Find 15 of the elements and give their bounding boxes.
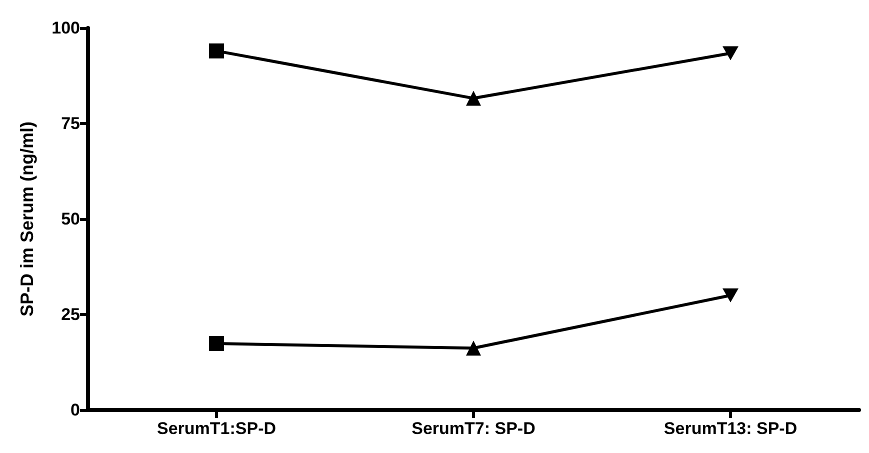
- point: [722, 288, 738, 302]
- point: [466, 340, 481, 356]
- y-tick-label: 100: [52, 18, 80, 38]
- y-tick-label: 50: [61, 210, 80, 228]
- point: [466, 90, 481, 106]
- x-tick-label: SerumT7: SP-D: [412, 419, 536, 438]
- x-tick-label: SerumT13: SP-D: [664, 419, 798, 438]
- point: [722, 46, 738, 60]
- y-tick-label: 25: [61, 305, 80, 324]
- y-tick-label: 75: [61, 114, 80, 133]
- y-axis-title: SP-D im Serum (ng/ml): [17, 121, 37, 317]
- x-tick-label: SerumT1:SP-D: [156, 419, 276, 438]
- y-tick-label: 0: [70, 400, 80, 420]
- point: [209, 43, 224, 58]
- point: [209, 336, 224, 352]
